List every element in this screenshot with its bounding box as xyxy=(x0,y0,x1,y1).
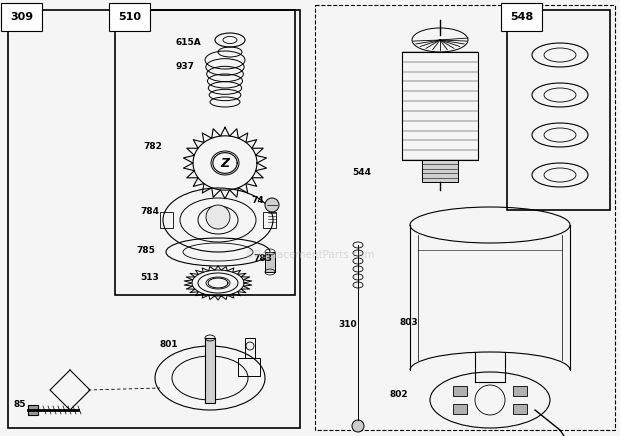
Bar xyxy=(28,405,38,415)
Text: 783: 783 xyxy=(253,254,272,263)
Circle shape xyxy=(206,205,230,229)
Text: 785: 785 xyxy=(136,246,155,255)
Bar xyxy=(160,212,173,228)
Text: 784: 784 xyxy=(140,207,159,216)
Text: 310: 310 xyxy=(338,320,356,329)
Bar xyxy=(115,10,295,295)
Bar xyxy=(507,10,610,210)
Text: 74: 74 xyxy=(251,196,264,205)
Bar xyxy=(205,338,215,403)
Bar xyxy=(453,386,467,396)
Text: 937: 937 xyxy=(175,62,194,71)
Bar xyxy=(513,404,528,414)
Circle shape xyxy=(265,198,279,212)
Text: 510: 510 xyxy=(118,12,141,22)
Text: 85: 85 xyxy=(14,400,27,409)
Bar xyxy=(265,252,275,272)
Text: 548: 548 xyxy=(510,12,533,22)
Bar xyxy=(513,386,528,396)
Text: 513: 513 xyxy=(140,273,159,282)
Bar xyxy=(8,10,300,428)
Bar xyxy=(315,5,615,430)
Circle shape xyxy=(352,420,364,432)
Text: 309: 309 xyxy=(10,12,33,22)
Text: ©ReplacementParts.com: ©ReplacementParts.com xyxy=(245,250,375,260)
Bar xyxy=(453,404,467,414)
Bar xyxy=(245,338,255,358)
Bar xyxy=(263,212,276,228)
Bar xyxy=(402,52,478,160)
Text: 615A: 615A xyxy=(175,38,201,47)
Text: 544: 544 xyxy=(352,168,371,177)
Bar xyxy=(422,160,458,182)
Bar xyxy=(238,358,260,376)
Text: 801: 801 xyxy=(160,340,179,349)
Text: 803: 803 xyxy=(400,318,419,327)
Text: 802: 802 xyxy=(389,390,407,399)
Text: 782: 782 xyxy=(143,142,162,151)
Text: Z: Z xyxy=(221,157,229,170)
